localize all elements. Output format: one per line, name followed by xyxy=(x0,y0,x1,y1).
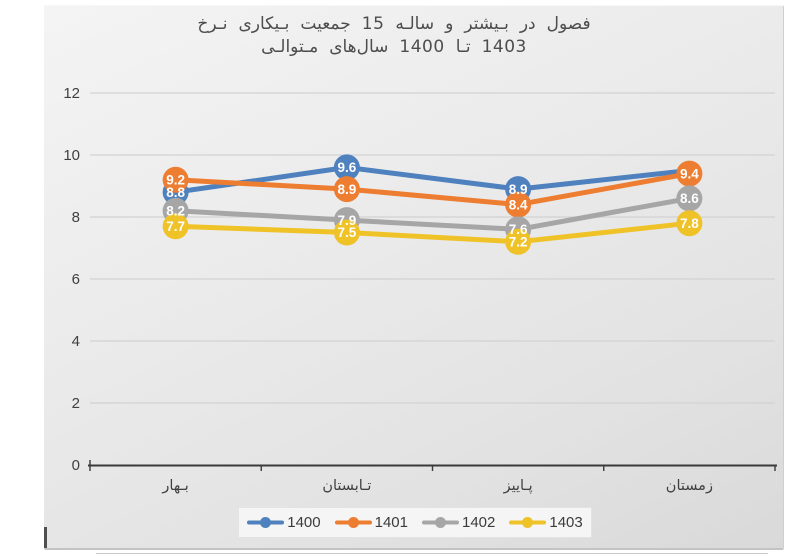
y-axis-tick-label: 4 xyxy=(72,333,80,350)
x-axis-category-label: پـاییز xyxy=(503,478,533,494)
data-label-1401-0: 9.2 xyxy=(166,173,185,188)
title-word: مـتوالـی xyxy=(261,37,319,57)
data-label-1400-2: 8.9 xyxy=(509,182,528,197)
marker-1403-2 xyxy=(505,228,532,255)
title-word: بـیکاری xyxy=(238,14,290,34)
title-word: بـیشتر xyxy=(464,14,509,34)
data-label-1402-2: 7.6 xyxy=(509,222,528,237)
y-axis-tick-label: 10 xyxy=(63,147,80,164)
series-line-1403 xyxy=(173,220,692,245)
marker-1401-1 xyxy=(333,176,360,203)
chart-title-line-2: مـتوالـی سال‌های 1400 تـا 1403 xyxy=(261,37,527,57)
data-label-1402-0: 8.2 xyxy=(166,204,185,219)
marker-1401-3 xyxy=(676,160,703,187)
legend-item-1403: 1403 xyxy=(509,514,583,531)
data-label-1403-1: 7.5 xyxy=(337,225,356,240)
data-label-1400-1: 9.6 xyxy=(337,160,356,175)
marker-1401-2 xyxy=(505,191,532,218)
title-word: سال‌های xyxy=(329,37,389,57)
title-word: نـرخ xyxy=(197,14,228,34)
panel-left-mark xyxy=(44,527,47,548)
data-label-1402-1: 7.9 xyxy=(337,213,356,228)
legend: 1400 1401 1402 1403 xyxy=(238,507,592,538)
legend-label: 1403 xyxy=(549,514,583,531)
title-word: فصول xyxy=(546,14,591,34)
data-label-1403-0: 7.7 xyxy=(166,219,185,234)
data-label-1403-2: 7.2 xyxy=(509,235,528,250)
series-line-1400 xyxy=(173,164,692,195)
data-label-1402-3: 8.6 xyxy=(680,191,699,206)
x-axis-category-label: زمستان xyxy=(666,478,713,494)
marker-1402-3 xyxy=(676,185,703,212)
data-label-1401-2: 8.4 xyxy=(509,197,528,212)
marker-1403-3 xyxy=(676,210,703,237)
legend-label: 1400 xyxy=(287,514,321,531)
title-word: 1403 xyxy=(481,37,527,57)
legend-label: 1402 xyxy=(462,514,496,531)
legend-marker-icon xyxy=(334,517,372,528)
legend-marker-icon xyxy=(509,517,547,528)
y-axis-tick-label: 2 xyxy=(72,395,80,412)
title-word: جمعیت xyxy=(300,14,351,34)
title-word: 15 xyxy=(361,14,385,34)
title-word: و xyxy=(445,14,454,34)
marker-1403-1 xyxy=(333,219,360,246)
chart-panel xyxy=(44,5,784,550)
legend-item-1401: 1401 xyxy=(334,514,408,531)
series-line-1402 xyxy=(173,195,692,232)
legend-marker-icon xyxy=(422,517,459,528)
x-axis-category-label: بـهار xyxy=(161,478,188,494)
y-axis-tick-label: 8 xyxy=(72,209,80,226)
y-axis-tick-label: 12 xyxy=(63,85,80,102)
y-axis-tick-label: 0 xyxy=(72,457,80,474)
data-label-1403-3: 7.8 xyxy=(680,216,699,231)
series-line-1401 xyxy=(173,171,692,208)
chart-title-line-1: نـرخ بـیکاری جمعیت 15 سالـه و بـیشتر در فصول xyxy=(197,14,590,34)
legend-marker-icon xyxy=(247,517,285,528)
legend-item-1402: 1402 xyxy=(422,514,495,531)
title-word: سالـه xyxy=(395,14,435,34)
chart-title: نـرخ بـیکاری جمعیت 15 سالـه و بـیشتر در فصول مـت… xyxy=(44,14,744,57)
marker-1400-1 xyxy=(333,154,360,181)
x-axis-category-label: تـابستان xyxy=(322,478,371,494)
legend-label: 1401 xyxy=(374,514,408,531)
bottom-divider-line xyxy=(96,553,768,554)
title-word: تـا xyxy=(455,37,471,57)
data-label-1401-1: 8.9 xyxy=(337,182,356,197)
title-word: در xyxy=(519,14,536,34)
marker-1403-0 xyxy=(162,213,189,240)
y-axis-tick-label: 6 xyxy=(72,271,80,288)
marker-1401-0 xyxy=(162,166,189,193)
data-label-1400-0: 8.8 xyxy=(166,185,185,200)
data-label-1401-3: 9.4 xyxy=(680,166,699,181)
title-word: 1400 xyxy=(399,37,445,57)
legend-item-1400: 1400 xyxy=(247,514,321,531)
